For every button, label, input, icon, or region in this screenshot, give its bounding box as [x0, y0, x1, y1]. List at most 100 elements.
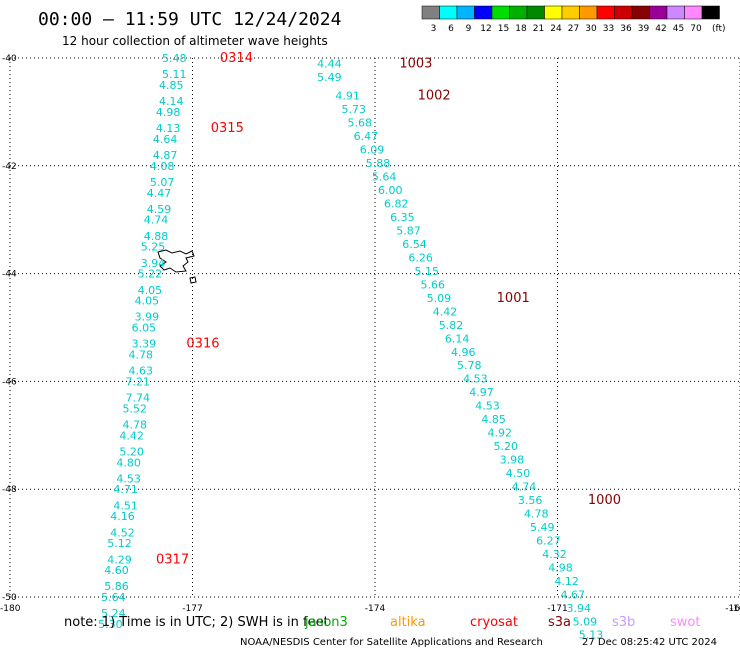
wave-value: 4.98: [548, 561, 573, 574]
legend-swatch: [631, 5, 650, 20]
wave-value: 6.54: [402, 238, 427, 251]
wave-value: 5.64: [101, 591, 126, 604]
wave-value: 4.59: [147, 203, 172, 216]
legend-label: 42: [655, 24, 666, 34]
legend-swatch: [526, 5, 545, 20]
x-tick-label: -174: [365, 604, 386, 614]
wave-value: 4.53: [463, 373, 488, 386]
legend-swatch: [596, 5, 615, 20]
wave-value: 4.32: [542, 548, 567, 561]
wave-value: 4.51: [113, 499, 138, 512]
wave-value: 4.85: [481, 413, 506, 426]
pass-time-label: 0317: [156, 552, 189, 567]
pass-time-label: 0315: [211, 121, 244, 136]
legend-swatch: [421, 5, 440, 20]
x-tick-label: -177: [182, 604, 202, 614]
pass-time-labels: 031403150316031710031002100110000: [156, 51, 621, 567]
wave-value: 4.08: [150, 160, 175, 173]
wave-value: 4.29: [107, 553, 132, 566]
footer-note: note: 1) Time is in UTC; 2) SWH is in fe…: [64, 615, 329, 630]
wave-value: 4.78: [524, 507, 549, 520]
wave-value: 4.42: [119, 429, 144, 442]
legend-swatch: [649, 5, 668, 20]
wave-value: 5.48: [162, 52, 187, 65]
wave-value: 5.87: [396, 224, 421, 237]
legend-swatch: [614, 5, 633, 20]
wave-value: 4.53: [475, 400, 500, 413]
wave-value: 6.35: [390, 211, 415, 224]
wave-value: 5.09: [573, 615, 598, 628]
legend-label: 27: [568, 24, 579, 34]
legend-swatch: [701, 5, 720, 20]
legend-label: 45: [673, 24, 684, 34]
legend-label: 9: [466, 24, 472, 34]
wave-value: 4.71: [113, 483, 138, 496]
pass-time-label: 1002: [418, 89, 451, 104]
wave-value: 6.05: [132, 322, 157, 335]
wave-value: 6.27: [536, 534, 561, 547]
satellite-label: jason3: [304, 615, 348, 630]
satellite-label: altika: [390, 615, 426, 630]
wave-value: 5.11: [162, 68, 187, 81]
wave-value: 5.20: [119, 445, 144, 458]
legend-label: 30: [585, 24, 597, 34]
legend-swatch: [456, 5, 475, 20]
legend-label: 18: [515, 24, 527, 34]
pass-time-label: 1001: [497, 291, 530, 306]
y-tick-label: -46: [2, 377, 17, 387]
wave-value: 4.64: [153, 133, 178, 146]
legend-swatch: [439, 5, 458, 20]
legend-swatch: [684, 5, 703, 20]
wave-value: 5.24: [101, 607, 126, 620]
wave-value: 4.16: [110, 510, 135, 523]
wave-value: 6.00: [378, 184, 403, 197]
wave-value: 4.05: [138, 284, 163, 297]
legend-swatch: [491, 5, 510, 20]
pass-time-label: 1003: [399, 56, 432, 71]
wave-value: 4.67: [560, 588, 585, 601]
grid-lines: [9, 57, 740, 598]
wave-value: 4.78: [122, 419, 147, 432]
wave-value: 4.87: [153, 149, 178, 162]
wave-value: 5.20: [494, 440, 519, 453]
y-tick-label: -50: [2, 593, 17, 603]
wave-value: 4.98: [156, 106, 181, 119]
wave-value: 5.64: [372, 171, 397, 184]
wave-value: 3.94: [141, 257, 166, 270]
y-tick-label: -40: [2, 54, 17, 64]
wave-value: 4.74: [512, 481, 537, 494]
wave-value: 4.47: [147, 187, 172, 200]
wave-value: 4.97: [469, 386, 494, 399]
legend-label: 33: [603, 24, 614, 34]
wave-value: 5.78: [457, 359, 482, 372]
legend-label: 15: [498, 24, 509, 34]
wave-value: 4.14: [159, 95, 184, 108]
wave-value: 4.42: [433, 305, 458, 318]
legend-label: 6: [448, 24, 454, 34]
x-tick-label: -180: [0, 604, 21, 614]
y-tick-label: -48: [2, 485, 17, 495]
wave-value: 3.98: [500, 454, 525, 467]
wave-value: 5.49: [317, 71, 342, 84]
wave-value: 6.82: [384, 198, 409, 211]
satellite-label: swot: [670, 615, 700, 630]
wave-value: 5.15: [414, 265, 439, 278]
wave-value: 5.88: [366, 157, 391, 170]
legend-swatch: [474, 5, 493, 20]
wave-value: 5.86: [104, 580, 129, 593]
wave-value: 6.09: [360, 144, 385, 157]
wave-value: 3.56: [518, 494, 543, 507]
pass-time-label: 1000: [588, 493, 621, 508]
legend-label: 24: [550, 24, 562, 34]
wave-value: 5.22: [138, 268, 163, 281]
x-tick-label: -168: [730, 604, 740, 614]
wave-value: 4.52: [110, 526, 135, 539]
chart-subtitle: 12 hour collection of altimeter wave hei…: [62, 34, 328, 48]
y-tick-label: -42: [2, 162, 17, 172]
wave-value: 5.12: [107, 537, 132, 550]
wave-value: 5.09: [427, 292, 452, 305]
wave-value: 4.12: [554, 575, 579, 588]
footer: note: 1) Time is in UTC; 2) SWH is in fe…: [64, 615, 717, 648]
legend-swatch: [666, 5, 685, 20]
legend-swatch: [561, 5, 580, 20]
